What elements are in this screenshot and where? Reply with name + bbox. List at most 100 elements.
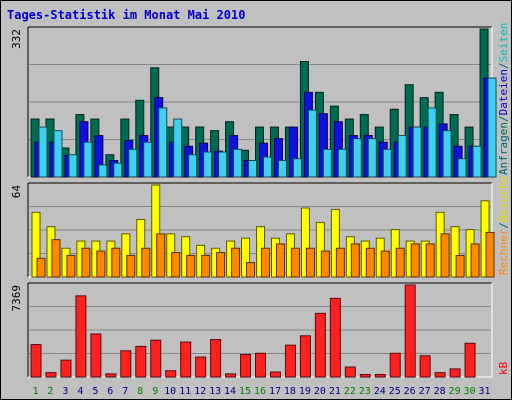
bar-rechner-day-16: [261, 247, 271, 278]
bar-seiten-day-27: [427, 107, 437, 178]
bar-kb-day-12: [195, 356, 207, 378]
bar-rechner-day-11: [186, 254, 196, 278]
bar-kb-day-15: [240, 354, 252, 378]
bar-rechner-day-26: [410, 243, 420, 278]
x-tick-label-3: 3: [62, 386, 68, 397]
bar-besuche-day-19: [300, 207, 310, 278]
x-tick-label-18: 18: [284, 386, 296, 397]
bar-kb-day-10: [165, 370, 177, 378]
x-tick-label-12: 12: [194, 386, 206, 397]
bar-kb-day-11: [180, 341, 192, 378]
bar-rechner-day-18: [290, 247, 300, 278]
bar-seiten-day-14: [233, 148, 243, 178]
y-max-label: 64: [10, 185, 23, 199]
bar-seiten-day-16: [263, 156, 273, 178]
x-tick-label-27: 27: [419, 386, 431, 397]
bar-rechner-day-20: [320, 250, 330, 278]
x-tick-label-19: 19: [299, 386, 311, 397]
bar-rechner-day-7: [126, 254, 136, 278]
bar-rechner-day-28: [440, 233, 450, 278]
legend-item: Dateien: [497, 69, 510, 115]
bar-rechner-day-10: [171, 252, 181, 278]
bar-seiten-day-30: [472, 145, 482, 178]
bar-kb-day-27: [419, 355, 431, 378]
bar-rechner-day-15: [246, 262, 256, 278]
legend: kB: [497, 361, 510, 375]
bar-rechner-day-3: [66, 254, 76, 278]
x-tick-label-25: 25: [389, 386, 401, 397]
legend: Anfragen/Dateien/Seiten: [497, 23, 510, 175]
bar-seiten-day-28: [442, 130, 452, 178]
x-tick-label-31: 31: [478, 386, 490, 397]
bar-kb-day-30: [464, 342, 476, 378]
x-tick-label-20: 20: [314, 386, 326, 397]
x-tick-label-13: 13: [209, 386, 221, 397]
x-tick-label-15: 15: [239, 386, 251, 397]
bar-seiten-day-8: [143, 141, 153, 178]
bar-rechner-day-23: [365, 247, 375, 278]
legend-item: kB: [497, 361, 510, 375]
x-tick-label-4: 4: [77, 386, 83, 397]
x-tick-label-8: 8: [137, 386, 143, 397]
bar-kb-day-4: [75, 295, 87, 378]
bar-rechner-day-24: [380, 250, 390, 278]
bar-rechner-day-22: [350, 243, 360, 278]
bar-kb-day-2: [45, 372, 57, 378]
bar-rechner-day-19: [305, 247, 315, 278]
bar-rechner-day-29: [455, 254, 465, 278]
x-tick-label-17: 17: [269, 386, 281, 397]
bar-rechner-day-27: [425, 243, 435, 278]
bar-besuche-day-21: [330, 208, 340, 278]
legend-item: /: [497, 62, 510, 69]
bar-seiten-day-10: [173, 118, 183, 178]
bar-seiten-day-15: [248, 160, 258, 178]
bar-rechner-day-9: [156, 233, 166, 278]
x-tick-label-7: 7: [122, 386, 128, 397]
bar-besuche-day-29: [450, 226, 460, 278]
legend: Rechner/Besuche: [497, 176, 510, 275]
bar-rechner-day-2: [51, 239, 61, 278]
x-tick-label-22: 22: [344, 386, 356, 397]
bar-seiten-day-11: [188, 154, 198, 178]
bar-seiten-day-18: [292, 158, 302, 178]
bar-seiten-day-12: [203, 151, 213, 178]
bar-rechner-day-30: [470, 243, 480, 278]
x-tick-label-14: 14: [224, 386, 236, 397]
bar-kb-day-20: [314, 312, 326, 378]
bar-seiten-day-3: [68, 154, 78, 178]
x-tick-label-5: 5: [92, 386, 98, 397]
x-tick-label-30: 30: [464, 386, 476, 397]
bar-kb-day-16: [255, 352, 267, 378]
y-max-label: 332: [10, 29, 23, 49]
bar-rechner-day-6: [111, 247, 121, 278]
bar-seiten-day-7: [128, 148, 138, 178]
bar-seiten-day-17: [277, 160, 287, 178]
bar-kb-day-1: [30, 344, 42, 378]
bar-seiten-day-21: [337, 148, 347, 178]
legend-item: /: [497, 222, 510, 229]
bar-kb-day-6: [105, 373, 117, 378]
bar-seiten-day-26: [412, 126, 422, 178]
bar-besuche-day-1: [31, 211, 41, 278]
bar-kb-day-28: [434, 372, 446, 378]
legend-item: Besuche: [497, 176, 510, 222]
bar-rechner-day-31: [485, 231, 495, 278]
x-tick-label-11: 11: [179, 386, 191, 397]
bar-kb-day-21: [329, 297, 341, 378]
bar-besuche-day-9: [151, 184, 161, 278]
bar-rechner-day-12: [201, 254, 211, 278]
x-tick-label-23: 23: [359, 386, 371, 397]
x-tick-label-28: 28: [434, 386, 446, 397]
bar-kb-day-18: [284, 344, 296, 378]
bar-seiten-day-23: [367, 138, 377, 178]
legend-item: Seiten: [497, 23, 510, 63]
bar-kb-day-14: [225, 373, 237, 378]
bar-seiten-day-5: [98, 164, 108, 178]
bar-kb-day-23: [359, 374, 371, 378]
bar-seiten-day-29: [457, 158, 467, 178]
bar-kb-day-13: [210, 339, 222, 378]
bar-rechner-day-5: [96, 250, 106, 278]
bar-kb-day-24: [374, 374, 386, 378]
bar-seiten-day-9: [158, 107, 168, 178]
